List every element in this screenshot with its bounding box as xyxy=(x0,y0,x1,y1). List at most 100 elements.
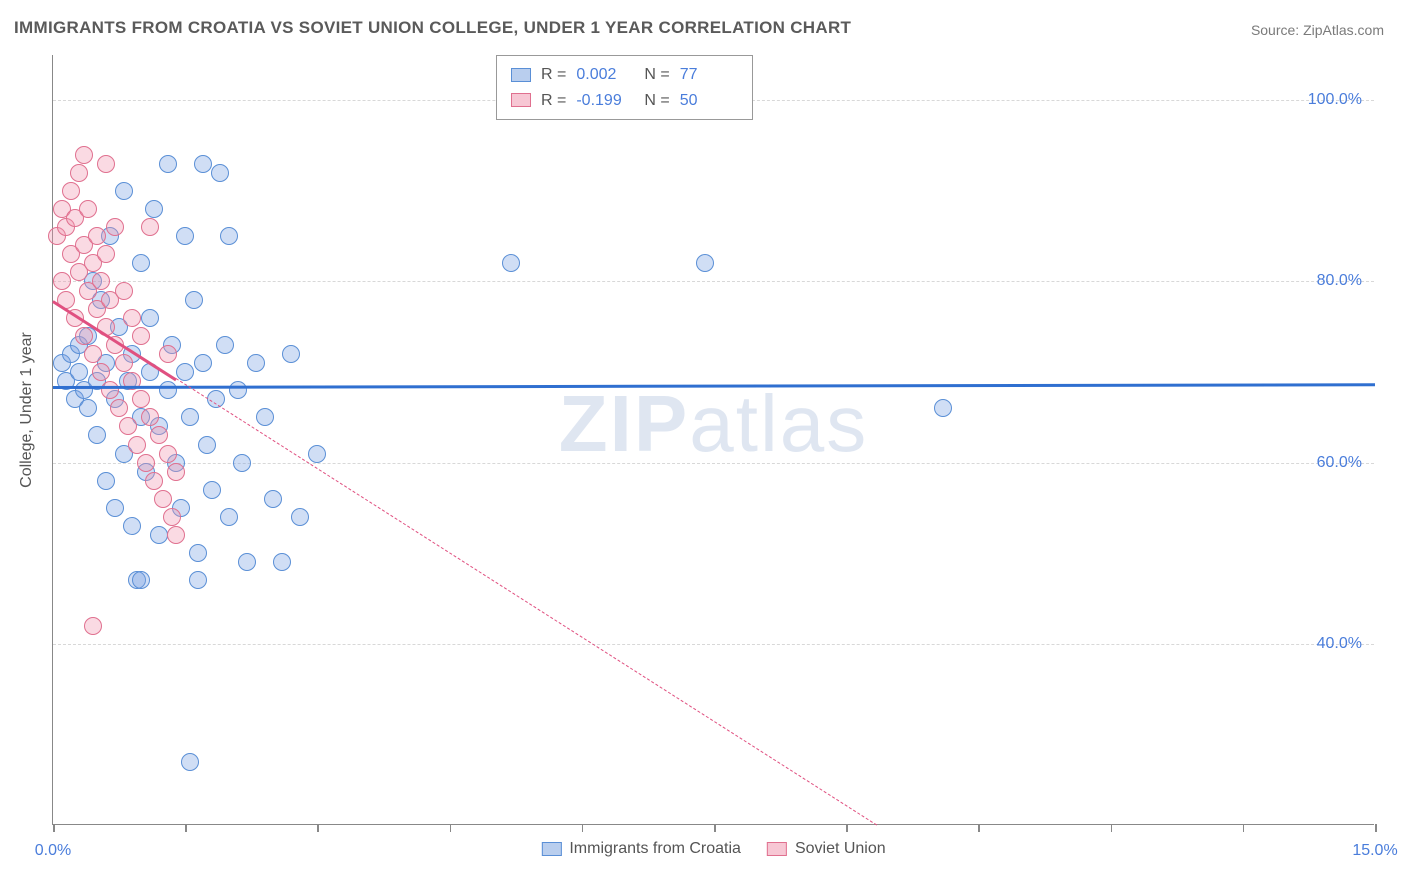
scatter-point xyxy=(176,227,194,245)
x-tick xyxy=(1375,824,1377,832)
y-tick-label: 40.0% xyxy=(1317,635,1362,653)
x-tick xyxy=(582,824,584,832)
scatter-point xyxy=(194,155,212,173)
scatter-point xyxy=(123,309,141,327)
x-tick xyxy=(53,824,55,832)
scatter-point xyxy=(97,472,115,490)
stat-r-value: 0.002 xyxy=(576,62,634,88)
scatter-point xyxy=(70,363,88,381)
x-tick xyxy=(978,824,980,832)
scatter-point xyxy=(79,399,97,417)
scatter-point xyxy=(247,354,265,372)
x-tick xyxy=(185,824,187,832)
x-tick xyxy=(450,824,452,832)
scatter-point xyxy=(229,381,247,399)
scatter-point xyxy=(97,245,115,263)
scatter-point xyxy=(159,155,177,173)
source-name: ZipAtlas.com xyxy=(1303,22,1384,38)
stat-n-label: N = xyxy=(644,88,669,114)
scatter-point xyxy=(256,408,274,426)
series-swatch-icon xyxy=(511,93,531,107)
scatter-point xyxy=(119,417,137,435)
scatter-point xyxy=(115,354,133,372)
chart-title: IMMIGRANTS FROM CROATIA VS SOVIET UNION … xyxy=(14,18,851,38)
scatter-point xyxy=(92,272,110,290)
x-tick xyxy=(846,824,848,832)
scatter-point xyxy=(308,445,326,463)
scatter-point xyxy=(264,490,282,508)
y-tick-label: 80.0% xyxy=(1317,272,1362,290)
scatter-point xyxy=(106,499,124,517)
scatter-point xyxy=(141,309,159,327)
bottom-legend: Immigrants from Croatia Soviet Union xyxy=(541,840,885,858)
scatter-point xyxy=(70,164,88,182)
scatter-point xyxy=(159,381,177,399)
y-axis-label: College, Under 1 year xyxy=(18,332,36,488)
scatter-point xyxy=(75,327,93,345)
scatter-point xyxy=(238,553,256,571)
scatter-point xyxy=(159,445,177,463)
scatter-point xyxy=(141,408,159,426)
scatter-point xyxy=(181,408,199,426)
gridline xyxy=(53,644,1374,645)
scatter-point xyxy=(132,327,150,345)
scatter-point xyxy=(123,517,141,535)
scatter-point xyxy=(154,490,172,508)
scatter-point xyxy=(145,200,163,218)
legend-label: Soviet Union xyxy=(795,840,886,858)
scatter-point xyxy=(167,526,185,544)
series-swatch-icon xyxy=(511,68,531,82)
x-tick xyxy=(714,824,716,832)
scatter-point xyxy=(128,436,146,454)
scatter-point xyxy=(194,354,212,372)
legend-item: Soviet Union xyxy=(767,840,886,858)
scatter-point xyxy=(216,336,234,354)
scatter-point xyxy=(137,454,155,472)
scatter-point xyxy=(115,282,133,300)
stats-row: R = 0.002 N = 77 xyxy=(511,62,738,88)
scatter-point xyxy=(167,463,185,481)
scatter-point xyxy=(181,753,199,771)
scatter-point xyxy=(282,345,300,363)
plot-area: ZIPatlas R = 0.002 N = 77 R = -0.199 N =… xyxy=(52,55,1374,825)
scatter-point xyxy=(145,472,163,490)
scatter-point xyxy=(189,571,207,589)
stat-n-value: 77 xyxy=(680,62,738,88)
legend-label: Immigrants from Croatia xyxy=(569,840,741,858)
scatter-point xyxy=(97,155,115,173)
scatter-point xyxy=(106,218,124,236)
x-tick xyxy=(1111,824,1113,832)
x-tick-label: 15.0% xyxy=(1352,842,1397,860)
scatter-point xyxy=(696,254,714,272)
scatter-point xyxy=(132,571,150,589)
scatter-point xyxy=(189,544,207,562)
scatter-point xyxy=(502,254,520,272)
scatter-point xyxy=(115,182,133,200)
stat-r-label: R = xyxy=(541,62,566,88)
scatter-point xyxy=(101,381,119,399)
gridline xyxy=(53,281,1374,282)
scatter-point xyxy=(185,291,203,309)
scatter-point xyxy=(233,454,251,472)
legend-item: Immigrants from Croatia xyxy=(541,840,741,858)
stat-r-label: R = xyxy=(541,88,566,114)
scatter-point xyxy=(110,399,128,417)
scatter-point xyxy=(220,508,238,526)
stats-legend-box: R = 0.002 N = 77 R = -0.199 N = 50 xyxy=(496,55,753,120)
x-tick-label: 0.0% xyxy=(35,842,71,860)
source-attribution: Source: ZipAtlas.com xyxy=(1251,22,1384,38)
trend-line-extrapolated xyxy=(176,378,878,826)
scatter-point xyxy=(203,481,221,499)
source-label: Source: xyxy=(1251,22,1303,38)
stat-n-value: 50 xyxy=(680,88,738,114)
scatter-point xyxy=(176,363,194,381)
scatter-point xyxy=(163,508,181,526)
trend-line xyxy=(53,383,1375,388)
scatter-point xyxy=(132,390,150,408)
scatter-point xyxy=(211,164,229,182)
scatter-point xyxy=(198,436,216,454)
watermark: ZIPatlas xyxy=(559,378,868,470)
scatter-point xyxy=(75,146,93,164)
scatter-point xyxy=(934,399,952,417)
scatter-point xyxy=(150,426,168,444)
